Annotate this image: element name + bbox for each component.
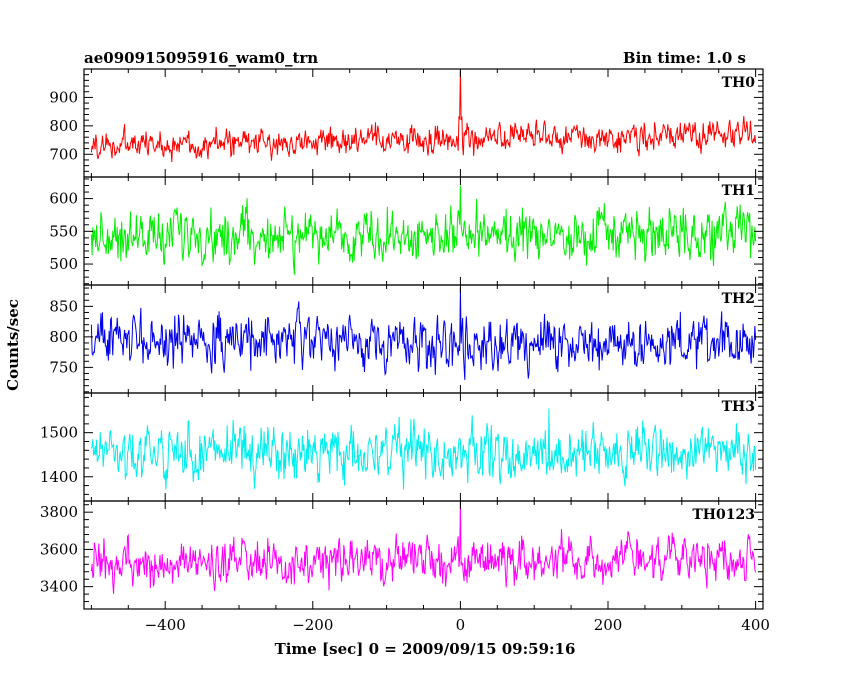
y-tick-label: 3800 <box>40 503 78 521</box>
y-tick-label: 3400 <box>40 578 78 596</box>
y-tick-label: 3600 <box>40 540 78 558</box>
x-tick-label: 400 <box>741 616 770 634</box>
panel-th0123: 3400 3600 3800 TH0123 <box>40 500 764 610</box>
panel-label: TH0 <box>722 75 756 91</box>
y-tick-label: 800 <box>49 117 78 135</box>
bin-time-label: Bin time: 1.0 s <box>623 49 746 67</box>
y-tick-label: 550 <box>49 222 78 240</box>
series-th0123-line <box>90 501 757 594</box>
y-tick-label: 700 <box>49 145 78 163</box>
y-tick-label: 1400 <box>40 468 78 486</box>
y-tick-label: 1500 <box>40 424 78 442</box>
y-tick-label: 750 <box>49 358 78 376</box>
series-th3-line <box>90 408 757 490</box>
x-tick-label: −200 <box>292 616 333 634</box>
panel-label: TH2 <box>722 291 755 307</box>
panel-th3: 1400 1500 TH3 <box>40 392 764 502</box>
panel-th1: 500 550 600 TH1 <box>49 176 764 286</box>
y-tick-label: 850 <box>49 297 78 315</box>
panel-label: TH0123 <box>692 507 755 523</box>
x-tick-label: 0 <box>456 616 466 634</box>
panel-th2: 750 800 850 TH2 <box>49 284 764 394</box>
y-tick-label: 600 <box>49 190 78 208</box>
y-tick-label: 500 <box>49 255 78 273</box>
series-th0-line <box>90 69 757 162</box>
panel-label: TH1 <box>722 183 755 199</box>
panel-th0: 700 800 900 TH0 <box>49 68 764 178</box>
x-axis-title: Time [sec] 0 = 2009/09/15 09:59:16 <box>275 640 576 658</box>
panel-frame <box>83 68 764 178</box>
y-tick-label: 800 <box>49 328 78 346</box>
y-tick-label: 900 <box>49 88 78 106</box>
panels-group: 700 800 900 TH0 500 550 600 TH1 750 800 850 TH2 1400… <box>40 68 770 634</box>
x-tick-label: −400 <box>145 616 186 634</box>
series-th1-line <box>90 185 757 275</box>
y-axis-title: Counts/sec <box>4 299 22 391</box>
panel-label: TH3 <box>722 399 755 415</box>
x-tick-label: 200 <box>594 616 623 634</box>
chart-title: ae090915095916_wam0_trn <box>84 49 318 67</box>
series-th2-line <box>90 288 757 380</box>
